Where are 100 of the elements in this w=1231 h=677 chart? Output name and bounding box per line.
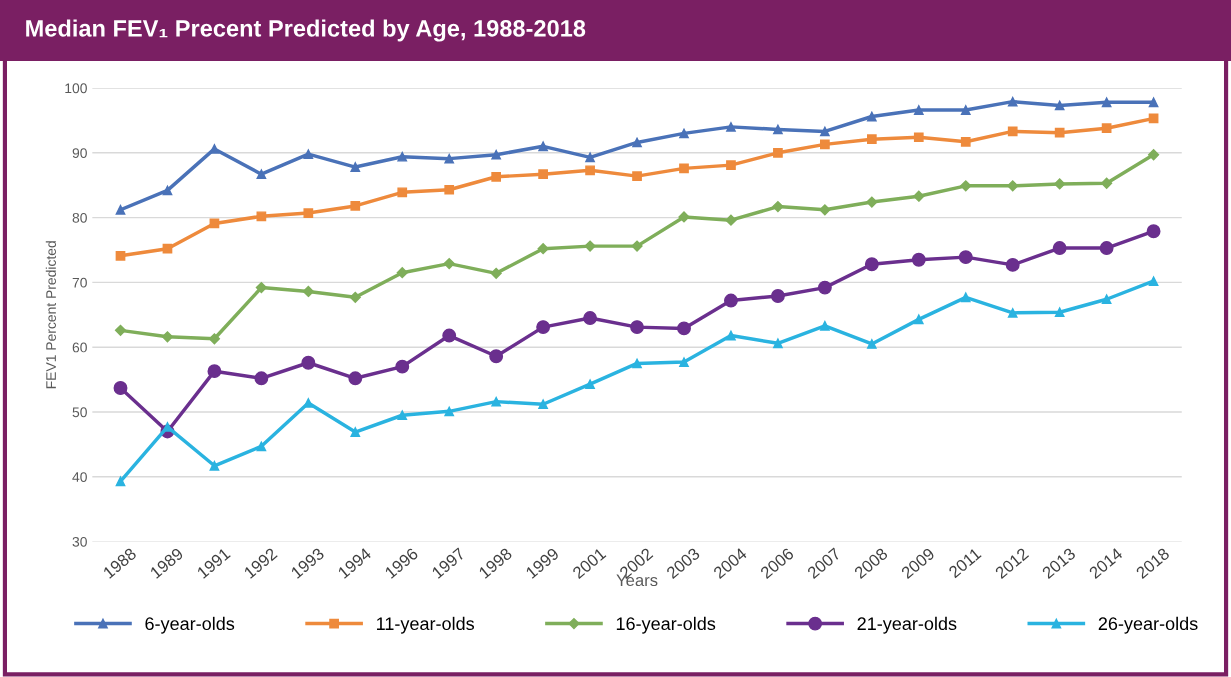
point: [913, 190, 925, 202]
chart-title: Median FEV₁ Precent Predicted by Age, 1988-2018: [26, 19, 586, 42]
point: [1101, 123, 1112, 134]
point: [444, 406, 455, 417]
point: [491, 396, 502, 407]
point: [1148, 97, 1159, 108]
point: [911, 252, 926, 267]
point: [585, 379, 595, 390]
point: [724, 293, 738, 308]
point: [817, 280, 832, 295]
legend-label: 11-year-olds: [377, 616, 475, 634]
point: [301, 355, 316, 370]
point: [1007, 126, 1018, 137]
y-tick-label: 50: [72, 407, 87, 418]
point: [536, 320, 551, 335]
point: [256, 211, 267, 222]
point: [303, 208, 314, 218]
point: [397, 151, 408, 162]
point: [209, 460, 220, 471]
point: [631, 240, 643, 252]
point: [348, 371, 363, 386]
legend-label: 26-year-olds: [1098, 616, 1198, 634]
point: [820, 126, 830, 137]
point: [913, 132, 924, 143]
point: [632, 358, 642, 369]
point: [397, 410, 408, 421]
point: [726, 122, 736, 132]
point: [773, 147, 783, 158]
point: [1007, 307, 1018, 318]
point: [538, 141, 548, 152]
point: [442, 328, 457, 343]
point: [302, 285, 314, 298]
point: [864, 257, 879, 272]
point: [255, 281, 267, 294]
point: [820, 139, 830, 150]
point: [1054, 307, 1065, 318]
point: [349, 291, 361, 303]
point: [303, 149, 314, 159]
point: [632, 171, 642, 181]
point: [350, 162, 361, 172]
point: [773, 124, 783, 135]
y-tick-label: 100: [65, 83, 87, 94]
y-tick-label: 30: [72, 536, 87, 547]
point: [913, 314, 924, 325]
point: [1148, 276, 1159, 286]
point: [960, 180, 972, 192]
point: [770, 289, 785, 303]
point: [162, 185, 173, 196]
point: [677, 321, 691, 336]
point: [395, 359, 410, 374]
point: [1101, 177, 1113, 189]
point: [303, 398, 314, 408]
point: [960, 136, 971, 147]
point: [207, 364, 222, 379]
point: [1054, 178, 1066, 190]
point: [1007, 180, 1019, 192]
point: [1007, 96, 1018, 107]
point: [113, 381, 128, 395]
point: [1101, 294, 1112, 305]
point: [726, 330, 736, 341]
point: [960, 105, 971, 115]
point: [396, 267, 408, 279]
point: [491, 171, 502, 182]
point: [632, 137, 642, 148]
point: [538, 399, 548, 410]
point: [585, 165, 595, 176]
point: [490, 267, 502, 279]
point: [583, 311, 598, 325]
point: [1054, 127, 1065, 138]
point: [819, 204, 831, 216]
point: [725, 214, 737, 226]
point: [537, 243, 549, 255]
point: [1147, 149, 1160, 161]
point: [1054, 100, 1065, 111]
point: [1101, 97, 1112, 108]
y-tick-label: 90: [72, 148, 87, 158]
point: [444, 153, 455, 164]
point: [866, 196, 878, 208]
point: [1099, 241, 1114, 256]
legend-label: 6-year-olds: [145, 616, 235, 634]
point: [679, 357, 689, 367]
point: [115, 476, 126, 487]
point: [350, 427, 361, 437]
point: [1005, 257, 1020, 272]
point: [772, 200, 784, 213]
point: [489, 349, 504, 364]
point: [256, 441, 267, 452]
legend-label: 16-year-olds: [616, 616, 716, 634]
point: [162, 243, 173, 254]
point: [866, 111, 877, 122]
point: [491, 149, 502, 160]
point: [958, 250, 973, 265]
point: [679, 163, 689, 174]
point: [256, 169, 267, 180]
point: [913, 105, 924, 115]
point: [443, 258, 455, 270]
y-tick-label: 80: [72, 212, 87, 223]
point: [866, 339, 877, 349]
y-tick-label: 60: [72, 342, 87, 353]
point: [679, 128, 689, 139]
